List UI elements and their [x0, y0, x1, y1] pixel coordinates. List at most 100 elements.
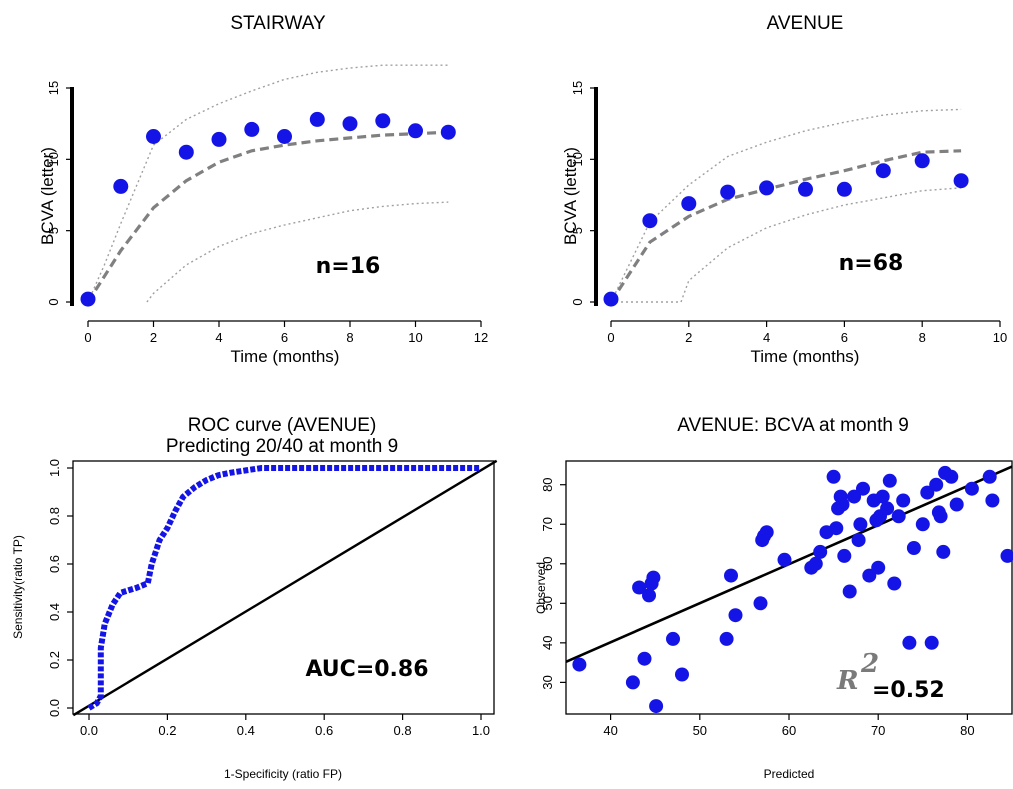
data-point	[754, 596, 768, 610]
y-tick-label: 70	[540, 517, 555, 531]
data-point	[954, 173, 969, 188]
data-point	[626, 675, 640, 689]
data-point	[649, 699, 663, 713]
data-point	[81, 292, 96, 307]
x-tick-label: 0	[607, 330, 614, 345]
data-point	[681, 196, 696, 211]
x-tick-label: 1.0	[472, 723, 490, 738]
data-point	[915, 153, 930, 168]
data-point	[441, 125, 456, 140]
y-tick-label: 15	[570, 81, 585, 95]
curves	[88, 65, 448, 302]
x-tick-label: 8	[346, 330, 353, 345]
x-tick-label: 40	[603, 723, 617, 738]
data-point	[729, 608, 743, 622]
chart-subtitle: Predicting 20/40 at month 9	[166, 436, 398, 457]
data-point	[604, 292, 619, 307]
data-point	[572, 658, 586, 672]
y-axis-label: Observed	[534, 562, 548, 614]
data-points	[572, 466, 1013, 713]
data-point	[642, 213, 657, 228]
data-point	[720, 185, 735, 200]
auc-label: AUC=0.86	[305, 657, 428, 682]
x-tick-label: 6	[841, 330, 848, 345]
data-point	[760, 525, 774, 539]
x-tick-label: 80	[960, 723, 974, 738]
data-point	[887, 577, 901, 591]
data-point	[1001, 549, 1013, 563]
data-point	[724, 569, 738, 583]
r-exponent: 2	[860, 649, 879, 679]
data-point	[179, 145, 194, 160]
x-tick-label: 60	[782, 723, 796, 738]
y-tick-label: 40	[540, 636, 555, 650]
y-tick-label: 0.2	[47, 651, 62, 669]
data-point	[944, 470, 958, 484]
x-axis-label: 1-Specificity (ratio FP)	[224, 767, 342, 781]
data-point	[408, 123, 423, 138]
y-tick-label: 15	[46, 81, 61, 95]
data-point	[929, 478, 943, 492]
data-point	[876, 163, 891, 178]
y-tick-label: 0.6	[47, 555, 62, 573]
x-tick-label: 8	[919, 330, 926, 345]
sample-size-label: n=16	[316, 254, 381, 279]
data-point	[902, 636, 916, 650]
x-tick-label: 10	[408, 330, 422, 345]
x-tick-label: 0.6	[315, 723, 333, 738]
data-point	[759, 180, 774, 195]
data-point	[934, 509, 948, 523]
data-point	[638, 652, 652, 666]
y-axis-label: BCVA (letter)	[561, 147, 580, 245]
data-points	[81, 112, 456, 307]
data-point	[836, 498, 850, 512]
data-point	[113, 179, 128, 194]
y-tick-label: 30	[540, 675, 555, 689]
x-tick-label: 0	[84, 330, 91, 345]
x-tick-label: 0.2	[158, 723, 176, 738]
data-point	[837, 549, 851, 563]
y-tick-label: 0.8	[47, 507, 62, 525]
y-tick-label: 0	[46, 298, 61, 305]
data-point	[642, 588, 656, 602]
x-tick-label: 0.8	[394, 723, 412, 738]
x-tick-label: 6	[281, 330, 288, 345]
lower-bound-line	[147, 202, 448, 302]
y-axis-label: Sensitivity(ratio TP)	[11, 535, 25, 639]
y-tick-label: 0.4	[47, 603, 62, 621]
x-tick-label: 2	[685, 330, 692, 345]
data-point	[883, 474, 897, 488]
x-tick-label: 50	[693, 723, 707, 738]
data-point	[880, 501, 894, 515]
r-squared-label: R 2 =0.52	[836, 649, 945, 703]
curves	[73, 461, 496, 715]
x-axis-label: Predicted	[764, 767, 815, 781]
curves	[611, 109, 961, 302]
r-symbol: R	[836, 666, 859, 696]
y-tick-label: 0.0	[47, 699, 62, 717]
x-tick-label: 70	[871, 723, 885, 738]
data-point	[837, 182, 852, 197]
data-point	[896, 494, 910, 508]
data-point	[146, 129, 161, 144]
data-point	[827, 470, 841, 484]
data-point	[244, 122, 259, 137]
data-point	[871, 561, 885, 575]
data-point	[983, 470, 997, 484]
x-tick-label: 0.0	[80, 723, 98, 738]
mean-curve	[611, 151, 961, 302]
data-point	[852, 533, 866, 547]
x-axis-label: Time (months)	[751, 347, 860, 366]
r-squared-value: =0.52	[872, 678, 945, 703]
data-point	[856, 482, 870, 496]
x-tick-label: 4	[763, 330, 770, 345]
data-point	[813, 545, 827, 559]
mean-curve	[88, 132, 448, 302]
data-point	[798, 182, 813, 197]
